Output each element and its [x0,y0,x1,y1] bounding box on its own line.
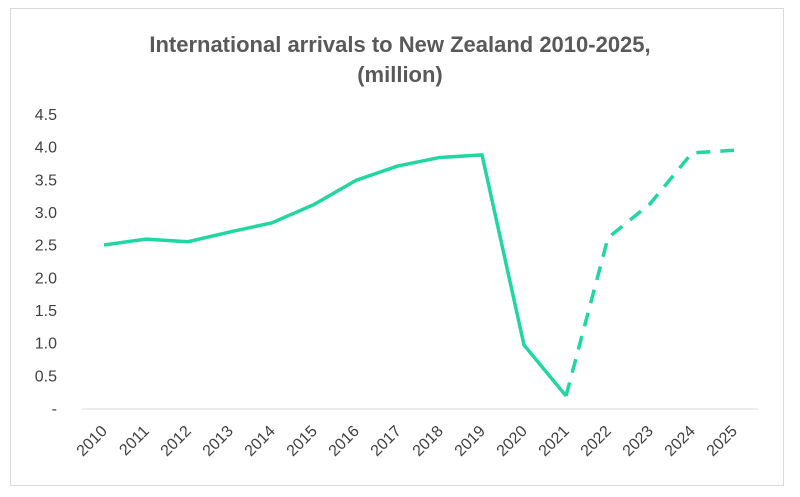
x-tick-label: 2024 [662,423,699,460]
series-line-actual [103,153,568,398]
x-tick-label: 2019 [452,423,489,460]
x-tick-label: 2010 [74,423,111,460]
x-tick-label: 2013 [200,423,237,460]
y-tick-label: 0.5 [35,368,57,385]
x-tick-label: 2025 [704,423,741,460]
series-line-forecast [564,148,735,397]
series-lines [103,148,735,398]
x-axis: 2010 2011 2012 2013 2014 2015 2016 2017 2018 2019… [74,423,741,460]
y-tick-label: 2.0 [35,270,57,287]
y-tick-label: 3.5 [35,172,57,189]
y-tick-label: - [52,401,57,418]
y-tick-label: 4.5 [35,107,57,124]
x-tick-label: 2023 [620,423,657,460]
chart-frame [10,8,784,486]
y-tick-label: 1.5 [35,303,57,320]
x-tick-label: 2020 [494,423,531,460]
y-axis: - 0.5 1.0 1.5 2.0 2.5 3.0 3.5 4.0 4.5 [35,107,57,418]
chart-title-unit: (million) [357,62,443,87]
y-tick-label: 1.0 [35,336,57,353]
x-tick-label: 2016 [326,423,363,460]
x-tick-label: 2022 [578,423,615,460]
x-tick-label: 2015 [284,423,321,460]
y-tick-label: 4.0 [35,140,57,157]
y-tick-label: 2.5 [35,238,57,255]
x-tick-label: 2018 [410,423,447,460]
x-tick-label: 2011 [116,423,152,459]
x-tick-label: 2017 [368,423,405,460]
x-tick-label: 2012 [158,423,195,460]
x-tick-label: 2021 [536,423,573,460]
chart-title: International arrivals to New Zealand 20… [149,32,651,57]
x-tick-label: 2014 [242,423,279,460]
y-tick-label: 3.0 [35,205,57,222]
